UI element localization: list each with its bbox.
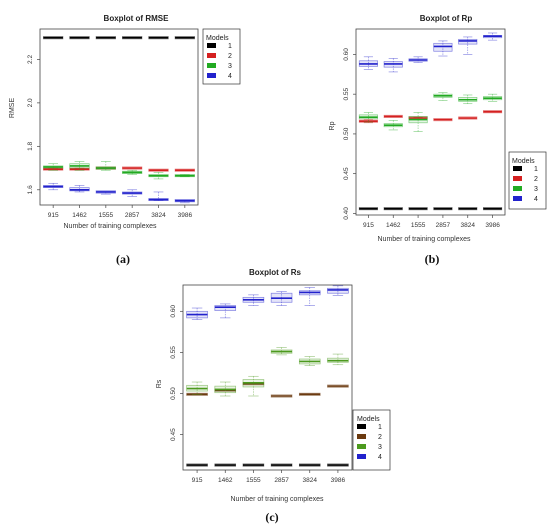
legend-swatch bbox=[357, 434, 366, 439]
plot-frame bbox=[182, 284, 353, 471]
x-tick-label: 3986 bbox=[485, 222, 500, 229]
panel-caption: (c) bbox=[265, 510, 278, 524]
legend-label: 2 bbox=[228, 53, 232, 60]
series-3 bbox=[43, 161, 195, 180]
chart-panel-rmse: Boxplot of RMSE RMSE Number of training … bbox=[9, 14, 241, 266]
legend-swatch bbox=[207, 73, 216, 78]
legend: Models 1 2 3 4 bbox=[352, 409, 391, 471]
legend-label: 4 bbox=[228, 73, 232, 80]
y-tick-label: 0.55 bbox=[343, 87, 350, 100]
plot-frame bbox=[39, 28, 199, 206]
y-tick-label: 0.45 bbox=[343, 167, 350, 180]
series-1 bbox=[43, 36, 195, 40]
x-tick-label: 3824 bbox=[461, 222, 476, 229]
x-tick-label: 3986 bbox=[178, 212, 193, 219]
x-tick-label: 1555 bbox=[246, 477, 261, 484]
legend-swatch bbox=[207, 53, 216, 58]
y-tick-label: 0.60 bbox=[343, 48, 350, 61]
chart-title: Boxplot of RMSE bbox=[104, 14, 170, 23]
y-tick-label: 0.45 bbox=[170, 428, 177, 441]
legend-title: Models bbox=[206, 35, 229, 42]
legend-swatch bbox=[207, 63, 216, 68]
series-2 bbox=[43, 166, 195, 172]
y-tick-label: 1.6 bbox=[27, 185, 34, 194]
series-2 bbox=[358, 110, 503, 124]
y-tick-label: 0.60 bbox=[170, 305, 177, 318]
y-tick-label: 2.2 bbox=[27, 55, 34, 64]
legend-swatch bbox=[357, 444, 366, 449]
legend-label: 1 bbox=[534, 166, 538, 173]
x-tick-label: 1462 bbox=[72, 212, 87, 219]
series-4 bbox=[43, 182, 195, 204]
x-axis-label: Number of training complexes bbox=[231, 496, 324, 503]
x-tick-label: 915 bbox=[192, 477, 203, 484]
legend-swatch bbox=[357, 454, 366, 459]
legend-label: 4 bbox=[534, 196, 538, 203]
legend-swatch bbox=[207, 43, 216, 48]
x-tick-label: 1555 bbox=[411, 222, 426, 229]
series-3 bbox=[186, 347, 349, 397]
legend-label: 3 bbox=[228, 63, 232, 70]
y-tick-label: 0.50 bbox=[343, 127, 350, 140]
legend-label: 2 bbox=[534, 176, 538, 183]
legend: Models 1 2 3 4 bbox=[202, 28, 241, 85]
y-tick-label: 1.8 bbox=[27, 141, 34, 150]
box bbox=[214, 305, 237, 311]
legend-swatch bbox=[513, 176, 522, 181]
legend-title: Models bbox=[357, 416, 380, 423]
plot-area: 0.40 0.45 0.50 0.55 0.60 915 1462 1555 2857 3824 3… bbox=[343, 28, 506, 229]
plot-area: 1.6 1.8 2.0 2.2 915 1462 1555 2857 3824 3986 bbox=[27, 28, 199, 219]
chart-title: Boxplot of Rp bbox=[420, 14, 473, 23]
legend-swatch bbox=[513, 196, 522, 201]
legend-swatch bbox=[357, 424, 366, 429]
legend: Models 1 2 3 4 bbox=[508, 151, 547, 210]
y-tick-label: 0.55 bbox=[170, 346, 177, 359]
legend-box bbox=[352, 409, 391, 471]
legend-label: 1 bbox=[378, 424, 382, 431]
box bbox=[327, 287, 349, 294]
x-tick-label: 1462 bbox=[218, 477, 233, 484]
x-tick-label: 2857 bbox=[274, 477, 289, 484]
x-tick-label: 3824 bbox=[151, 212, 166, 219]
x-tick-label: 1555 bbox=[99, 212, 114, 219]
chart-title: Boxplot of Rs bbox=[249, 268, 302, 277]
x-axis-label: Number of training complexes bbox=[378, 236, 471, 243]
y-axis-label: Rs bbox=[156, 379, 163, 388]
y-tick-label: 2.0 bbox=[27, 98, 34, 107]
chart-panel-rp: Boxplot of Rp Rp Number of training comp… bbox=[329, 14, 547, 266]
series-4 bbox=[358, 32, 503, 73]
series-3 bbox=[358, 92, 503, 132]
panel-caption: (a) bbox=[116, 252, 130, 266]
x-tick-label: 915 bbox=[363, 222, 374, 229]
y-tick-label: 0.40 bbox=[343, 207, 350, 220]
legend-swatch bbox=[513, 166, 522, 171]
x-tick-label: 2857 bbox=[436, 222, 451, 229]
chart-panel-rs: Boxplot of Rs Rs Number of training comp… bbox=[156, 268, 391, 524]
x-axis-label: Number of training complexes bbox=[64, 223, 157, 230]
legend-label: 4 bbox=[378, 454, 382, 461]
y-axis-label: RMSE bbox=[9, 98, 16, 119]
legend-label: 2 bbox=[378, 434, 382, 441]
x-tick-label: 3986 bbox=[331, 477, 346, 484]
series-1 bbox=[186, 463, 349, 467]
panel-caption: (b) bbox=[425, 252, 440, 266]
x-tick-label: 1462 bbox=[386, 222, 401, 229]
legend-label: 3 bbox=[534, 186, 538, 193]
x-tick-label: 915 bbox=[48, 212, 59, 219]
x-tick-label: 2857 bbox=[125, 212, 140, 219]
x-tick-label: 3824 bbox=[303, 477, 318, 484]
series-2 bbox=[186, 382, 349, 398]
plot-area: 0.45 0.50 0.55 0.60 915 1462 1555 2857 3824 3986 bbox=[170, 284, 353, 484]
legend-swatch bbox=[513, 186, 522, 191]
series-4 bbox=[186, 285, 349, 320]
y-tick-label: 0.50 bbox=[170, 387, 177, 400]
plot-frame bbox=[355, 28, 506, 216]
y-axis-label: Rp bbox=[329, 121, 336, 130]
series-1 bbox=[358, 207, 503, 211]
legend-label: 1 bbox=[228, 43, 232, 50]
legend-title: Models bbox=[512, 158, 535, 165]
legend-label: 3 bbox=[378, 444, 382, 451]
